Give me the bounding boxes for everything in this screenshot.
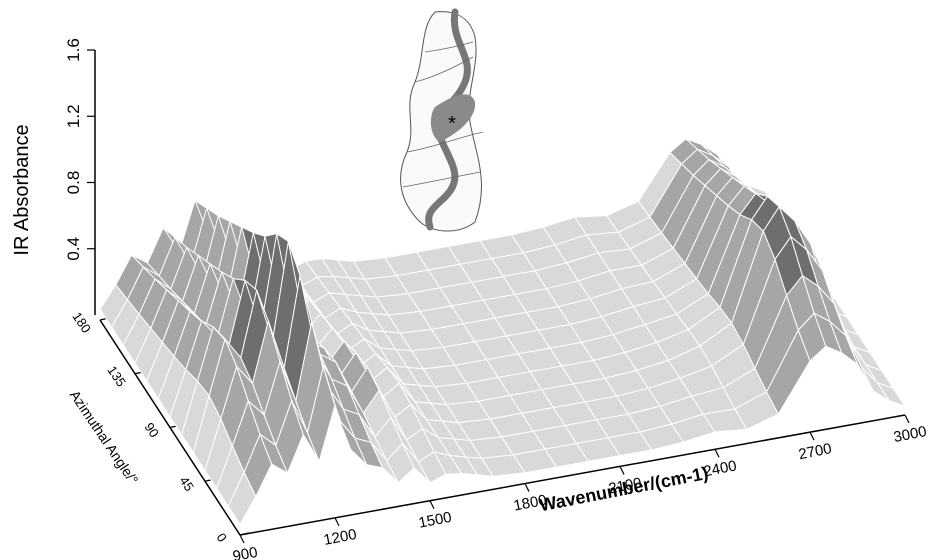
y-tick-label: 45 xyxy=(176,474,197,494)
z-tick-label: 0.8 xyxy=(64,171,83,195)
x-tick-label: 2100 xyxy=(607,474,643,497)
x-tick-mark xyxy=(524,483,530,492)
x-tick-label: 2700 xyxy=(797,440,833,463)
x-tick-label: 1500 xyxy=(417,509,453,532)
x-axis-label: Wavenumber/(cm-1) xyxy=(538,463,710,515)
z-tick-group: 0.4 0.8 1.2 1.6 xyxy=(64,38,95,261)
x-tick-label: 1200 xyxy=(322,526,358,549)
x-tick-label: 2400 xyxy=(702,457,738,480)
inset-patch xyxy=(430,94,476,142)
x-tick-mark xyxy=(429,500,435,509)
x-tick-mark xyxy=(904,414,910,424)
y-tick-label: 180 xyxy=(69,309,94,335)
x-tick-mark xyxy=(239,534,245,544)
x-tick-mark xyxy=(714,449,720,458)
z-tick-label: 0.4 xyxy=(64,237,83,261)
inset-marker: * xyxy=(448,113,456,135)
z-axis: 0.4 0.8 1.2 1.6 IR Absorbance xyxy=(11,38,96,315)
x-tick-label: 1800 xyxy=(512,492,548,515)
surface-facet xyxy=(877,382,906,407)
x-tick-mark xyxy=(334,517,340,527)
y-axis-label: Azimuthal Angle/° xyxy=(67,387,142,487)
inset-grid xyxy=(402,41,484,188)
x-axis-line xyxy=(239,414,906,536)
fiber-inset-icon: * xyxy=(400,8,484,232)
x-tick-label: 900 xyxy=(231,544,259,560)
y-tick-label: 135 xyxy=(104,363,129,389)
z-tick-label: 1.6 xyxy=(64,38,83,62)
z-tick-label: 1.2 xyxy=(64,104,83,128)
surface-plot xyxy=(99,138,906,525)
z-axis-label: IR Absorbance xyxy=(11,124,33,255)
y-tick-label: 0 xyxy=(213,530,229,544)
x-tick-group: 900 1200 1500 1800 2100 2400 2700 3000 xyxy=(231,414,928,560)
y-tick-label: 90 xyxy=(141,420,162,440)
x-tick-mark xyxy=(619,466,625,475)
x-tick-label: 3000 xyxy=(892,423,928,446)
x-tick-mark xyxy=(809,431,815,441)
